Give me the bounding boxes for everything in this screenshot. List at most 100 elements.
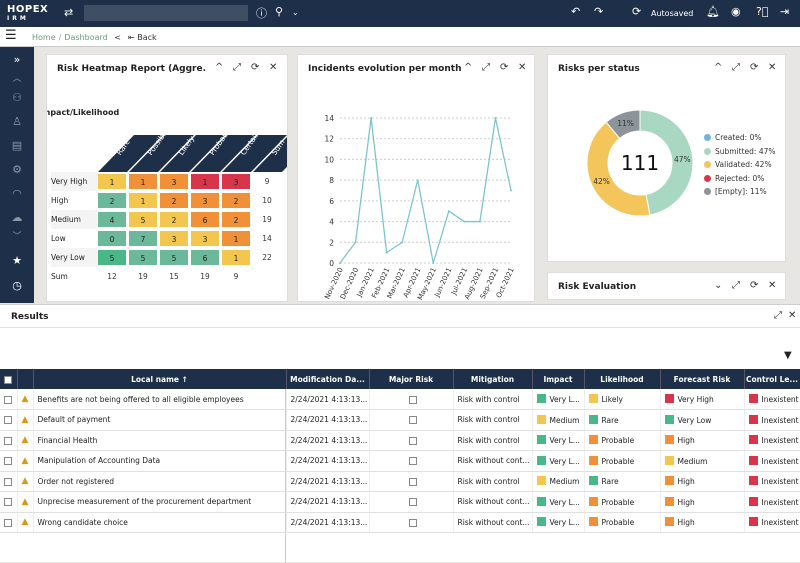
close-icon[interactable]: ✕ xyxy=(269,62,278,73)
row-checkbox[interactable] xyxy=(4,457,12,466)
row-checkbox[interactable] xyxy=(4,477,12,486)
heatmap-cell[interactable]: 7 xyxy=(128,230,158,247)
row-checkbox[interactable] xyxy=(4,518,12,527)
share-icon[interactable]: < xyxy=(114,33,121,42)
bell-icon[interactable]: 🔔︎ xyxy=(706,5,720,18)
heatmap-cell[interactable]: 3 xyxy=(159,173,189,190)
expand-icon[interactable]: » xyxy=(13,53,21,66)
expand-icon[interactable]: ⤢ xyxy=(732,62,740,73)
heatmap-cell[interactable]: 2 xyxy=(159,211,189,228)
refresh-icon[interactable]: ⟳ xyxy=(750,62,759,73)
collapse-icon[interactable]: ^ xyxy=(464,62,473,73)
heatmap-cell[interactable]: 6 xyxy=(190,211,220,228)
search-icon[interactable]: ⚲ xyxy=(275,5,284,18)
heatmap-cell[interactable]: 5 xyxy=(128,211,158,228)
person-icon[interactable]: ♙ xyxy=(12,115,22,128)
column-header[interactable]: Impact xyxy=(532,369,585,389)
table-row[interactable]: ▲ Unprecise measurement of the procuremen… xyxy=(0,491,800,513)
row-select-cell[interactable] xyxy=(0,491,18,513)
history-icon[interactable]: ◷ xyxy=(12,279,22,292)
local-name-cell[interactable]: Unprecise measurement of the procurement… xyxy=(33,491,287,513)
heatmap-cell[interactable]: 6 xyxy=(190,249,220,266)
local-name-cell[interactable]: Financial Health xyxy=(33,430,287,451)
heatmap-cell[interactable]: 0 xyxy=(97,230,127,247)
column-header[interactable]: Forecast Risk xyxy=(660,369,745,389)
heatmap-cell[interactable]: 3 xyxy=(159,230,189,247)
legend-item[interactable]: Submitted: 47% xyxy=(704,147,776,156)
column-header[interactable]: Mitigation xyxy=(453,369,533,389)
gauge-icon[interactable]: ◠ xyxy=(12,187,22,200)
data-point[interactable] xyxy=(339,262,341,264)
org-icon[interactable]: ⚇ xyxy=(12,91,22,104)
heatmap-cell[interactable]: 5 xyxy=(128,249,158,266)
data-point[interactable] xyxy=(478,220,481,223)
cloud-icon[interactable]: ☁ xyxy=(11,211,23,224)
column-header[interactable]: Likelihood xyxy=(584,369,661,389)
heatmap-cell[interactable]: 3 xyxy=(190,192,220,209)
data-point[interactable] xyxy=(463,220,466,223)
refresh-icon[interactable]: ⟳ xyxy=(750,280,759,291)
major-risk-checkbox[interactable] xyxy=(409,395,417,404)
donut-slice-submitted[interactable] xyxy=(639,109,694,216)
row-select-cell[interactable] xyxy=(0,471,18,492)
row-select-cell[interactable] xyxy=(0,512,18,533)
donut-slice-validated[interactable] xyxy=(586,121,651,217)
heatmap-cell[interactable]: 2 xyxy=(221,192,251,209)
close-icon[interactable]: ✕ xyxy=(768,62,777,73)
major-risk-checkbox[interactable] xyxy=(409,457,417,466)
table-row[interactable]: ▲ Order not registered 2/24/2021 4:13:13..… xyxy=(0,471,800,492)
row-checkbox[interactable] xyxy=(4,498,12,507)
data-point[interactable] xyxy=(401,241,404,244)
chevron-down-icon[interactable]: ﹀ xyxy=(12,232,22,242)
filter-icon[interactable]: ▼ xyxy=(784,350,792,361)
heatmap-cell[interactable]: 1 xyxy=(221,249,251,266)
close-icon[interactable]: ✕ xyxy=(518,62,527,73)
row-select-cell[interactable] xyxy=(0,450,18,472)
local-name-cell[interactable]: Default of payment xyxy=(33,409,287,431)
breadcrumb-dashboard[interactable]: Dashboard xyxy=(64,33,108,42)
local-name-cell[interactable]: Benefits are not being offered to all el… xyxy=(33,389,287,410)
expand-icon[interactable]: ⤢ xyxy=(732,280,740,291)
info-icon[interactable]: ⓘ xyxy=(256,7,267,20)
heatmap-cell[interactable]: 1 xyxy=(97,173,127,190)
collapse-icon[interactable]: ^ xyxy=(714,62,723,73)
heatmap-cell[interactable]: 2 xyxy=(97,192,127,209)
expand-down-icon[interactable]: ⌄ xyxy=(714,280,723,291)
heatmap-cell[interactable]: 1 xyxy=(128,173,158,190)
data-point[interactable] xyxy=(447,210,450,213)
data-point[interactable] xyxy=(385,251,388,254)
document-icon[interactable]: ▤ xyxy=(11,139,23,152)
table-row[interactable]: ▲ Manipulation of Accounting Data 2/24/202… xyxy=(0,450,800,472)
switch-icon[interactable]: ⇄ xyxy=(64,6,74,19)
major-risk-checkbox[interactable] xyxy=(409,498,417,507)
back-button[interactable]: ⇤ Back xyxy=(128,33,157,42)
donut-slice-empty[interactable] xyxy=(605,109,641,140)
local-name-cell[interactable]: Wrong candidate choice xyxy=(33,512,287,533)
heatmap-cell[interactable]: 1 xyxy=(221,230,251,247)
legend-item[interactable]: [Empty]: 11% xyxy=(704,187,767,196)
column-header[interactable]: Major Risk xyxy=(369,369,454,389)
data-point[interactable] xyxy=(494,117,497,119)
heatmap-cell[interactable]: 2 xyxy=(159,192,189,209)
menu-icon[interactable]: ☰ xyxy=(5,28,17,43)
column-header[interactable]: Modification Da... xyxy=(286,369,370,389)
expand-icon[interactable]: ⤢ xyxy=(233,62,241,73)
legend-item[interactable]: Rejected: 0% xyxy=(704,174,764,183)
legend-item[interactable]: Created: 0% xyxy=(704,133,762,142)
logout-icon[interactable]: ⇥ xyxy=(780,5,790,18)
select-all-header[interactable] xyxy=(0,369,18,389)
data-point[interactable] xyxy=(510,189,512,192)
data-point[interactable] xyxy=(354,241,357,244)
local-name-cell[interactable]: Manipulation of Accounting Data xyxy=(33,450,287,472)
settings-user-icon[interactable]: ⚙ xyxy=(12,163,22,176)
row-select-cell[interactable] xyxy=(0,430,18,451)
breadcrumb-home[interactable]: Home xyxy=(32,33,56,42)
heatmap-cell[interactable]: 3 xyxy=(221,173,251,190)
table-row[interactable]: ▲ Financial Health 2/24/2021 4:13:13... Ris… xyxy=(0,430,800,451)
search-input[interactable] xyxy=(84,5,248,21)
table-row[interactable]: ▲ Benefits are not being offered to all e… xyxy=(0,389,800,410)
column-header[interactable]: Local name ↑ xyxy=(33,369,287,389)
major-risk-checkbox[interactable] xyxy=(409,518,417,527)
heatmap-cell[interactable]: 5 xyxy=(159,249,189,266)
close-icon[interactable]: ✕ xyxy=(768,280,777,291)
